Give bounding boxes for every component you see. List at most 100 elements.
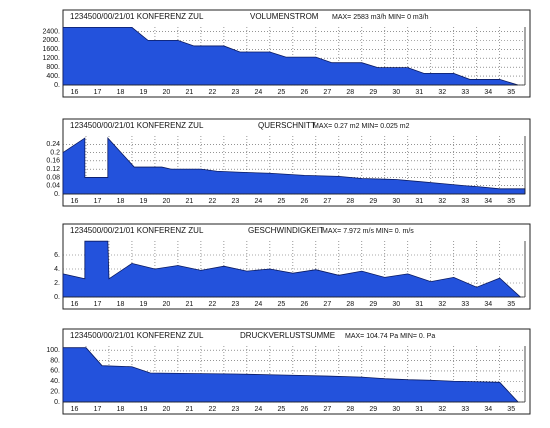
y-tick-label: 1600. xyxy=(42,46,60,53)
panel-title: VOLUMENSTROM xyxy=(250,12,319,21)
panel-subtitle: MAX= 2583 m3/h MIN= 0 m3/h xyxy=(332,14,429,21)
panel-title: QUERSCHNITT xyxy=(258,121,316,130)
x-tick-label: 16 xyxy=(71,301,79,308)
x-tick-label: 21 xyxy=(186,301,194,308)
x-tick-label: 30 xyxy=(392,89,400,96)
x-tick-label: 19 xyxy=(140,301,148,308)
x-tick-label: 18 xyxy=(117,198,125,205)
x-tick-label: 26 xyxy=(300,301,308,308)
panel-title: DRUCKVERLUSTSUMME xyxy=(240,331,335,340)
x-tick-label: 16 xyxy=(71,89,79,96)
x-tick-label: 34 xyxy=(484,301,492,308)
x-tick-label: 27 xyxy=(323,301,331,308)
x-tick-label: 33 xyxy=(461,198,469,205)
x-tick-label: 35 xyxy=(507,301,515,308)
x-tick-label: 28 xyxy=(346,89,354,96)
x-tick-label: 17 xyxy=(94,198,102,205)
x-tick-label: 25 xyxy=(277,301,285,308)
panel-header: 1234500/00/21/01 KONFERENZ ZUL xyxy=(70,121,204,130)
x-tick-label: 18 xyxy=(117,89,125,96)
x-tick-label: 24 xyxy=(254,89,262,96)
x-tick-label: 33 xyxy=(461,406,469,413)
x-tick-label: 18 xyxy=(117,406,125,413)
x-tick-label: 23 xyxy=(231,406,239,413)
x-tick-label: 26 xyxy=(300,89,308,96)
x-tick-label: 22 xyxy=(209,301,217,308)
area xyxy=(62,347,520,403)
y-tick-label: 4. xyxy=(54,266,60,273)
panel-header: 1234500/00/21/01 KONFERENZ ZUL xyxy=(70,12,204,21)
x-tick-label: 35 xyxy=(507,406,515,413)
y-tick-label: 0.04 xyxy=(46,183,60,190)
y-tick-label: 0.16 xyxy=(46,158,60,165)
x-tick-label: 34 xyxy=(484,406,492,413)
panel-frame xyxy=(62,223,531,310)
x-tick-label: 17 xyxy=(94,89,102,96)
y-tick-label: 0. xyxy=(54,191,60,198)
x-tick-label: 22 xyxy=(209,198,217,205)
y-tick-label: 800. xyxy=(46,64,60,71)
x-tick-label: 30 xyxy=(392,301,400,308)
x-tick-label: 32 xyxy=(438,89,446,96)
y-tick-label: 0. xyxy=(54,399,60,406)
panel-title: GESCHWINDIGKEIT xyxy=(248,226,324,235)
x-tick-label: 22 xyxy=(209,406,217,413)
x-tick-label: 28 xyxy=(346,198,354,205)
x-tick-label: 19 xyxy=(140,198,148,205)
x-tick-label: 25 xyxy=(277,406,285,413)
x-tick-label: 35 xyxy=(507,89,515,96)
y-tick-label: 100. xyxy=(46,347,60,354)
area xyxy=(62,240,522,298)
x-tick-label: 29 xyxy=(369,301,377,308)
x-tick-label: 31 xyxy=(415,301,423,308)
y-tick-label: 0.12 xyxy=(46,166,60,173)
x-tick-label: 29 xyxy=(369,89,377,96)
y-tick-label: 2400. xyxy=(42,28,60,35)
y-tick-label: 2. xyxy=(54,280,60,287)
panel-header: 1234500/00/21/01 KONFERENZ ZUL xyxy=(70,226,204,235)
x-tick-label: 19 xyxy=(140,89,148,96)
x-tick-label: 23 xyxy=(231,301,239,308)
x-tick-label: 33 xyxy=(461,301,469,308)
x-tick-label: 25 xyxy=(277,89,285,96)
x-tick-label: 32 xyxy=(438,198,446,205)
x-tick-label: 28 xyxy=(346,301,354,308)
x-tick-label: 31 xyxy=(415,198,423,205)
x-tick-label: 24 xyxy=(254,406,262,413)
x-tick-label: 35 xyxy=(507,198,515,205)
x-tick-label: 30 xyxy=(392,198,400,205)
panel-subtitle: MAX= 0.27 m2 MIN= 0.025 m2 xyxy=(313,123,410,130)
x-tick-label: 23 xyxy=(231,198,239,205)
y-tick-label: 400. xyxy=(46,73,60,80)
x-tick-label: 32 xyxy=(438,406,446,413)
x-tick-label: 27 xyxy=(323,198,331,205)
x-tick-label: 20 xyxy=(163,406,171,413)
y-tick-label: 0. xyxy=(54,82,60,89)
panel-header: 1234500/00/21/01 KONFERENZ ZUL xyxy=(70,331,204,340)
x-tick-label: 34 xyxy=(484,89,492,96)
area xyxy=(62,26,519,86)
x-tick-label: 17 xyxy=(94,301,102,308)
x-tick-label: 22 xyxy=(209,89,217,96)
x-tick-label: 27 xyxy=(323,406,331,413)
y-tick-label: 80. xyxy=(50,357,60,364)
x-tick-label: 31 xyxy=(415,89,423,96)
x-tick-label: 16 xyxy=(71,406,79,413)
x-tick-label: 17 xyxy=(94,406,102,413)
y-tick-label: 1200. xyxy=(42,55,60,62)
x-tick-label: 26 xyxy=(300,406,308,413)
x-tick-label: 21 xyxy=(186,89,194,96)
x-tick-label: 24 xyxy=(254,198,262,205)
x-tick-label: 29 xyxy=(369,198,377,205)
x-tick-label: 33 xyxy=(461,89,469,96)
x-tick-label: 30 xyxy=(392,406,400,413)
y-tick-label: 0.2 xyxy=(50,149,60,156)
x-tick-label: 27 xyxy=(323,89,331,96)
x-tick-label: 20 xyxy=(163,198,171,205)
area xyxy=(62,137,526,195)
panel-subtitle: MAX= 104.74 Pa MIN= 0. Pa xyxy=(345,333,435,340)
y-tick-label: 40. xyxy=(50,378,60,385)
x-tick-label: 32 xyxy=(438,301,446,308)
y-tick-label: 2000. xyxy=(42,37,60,44)
